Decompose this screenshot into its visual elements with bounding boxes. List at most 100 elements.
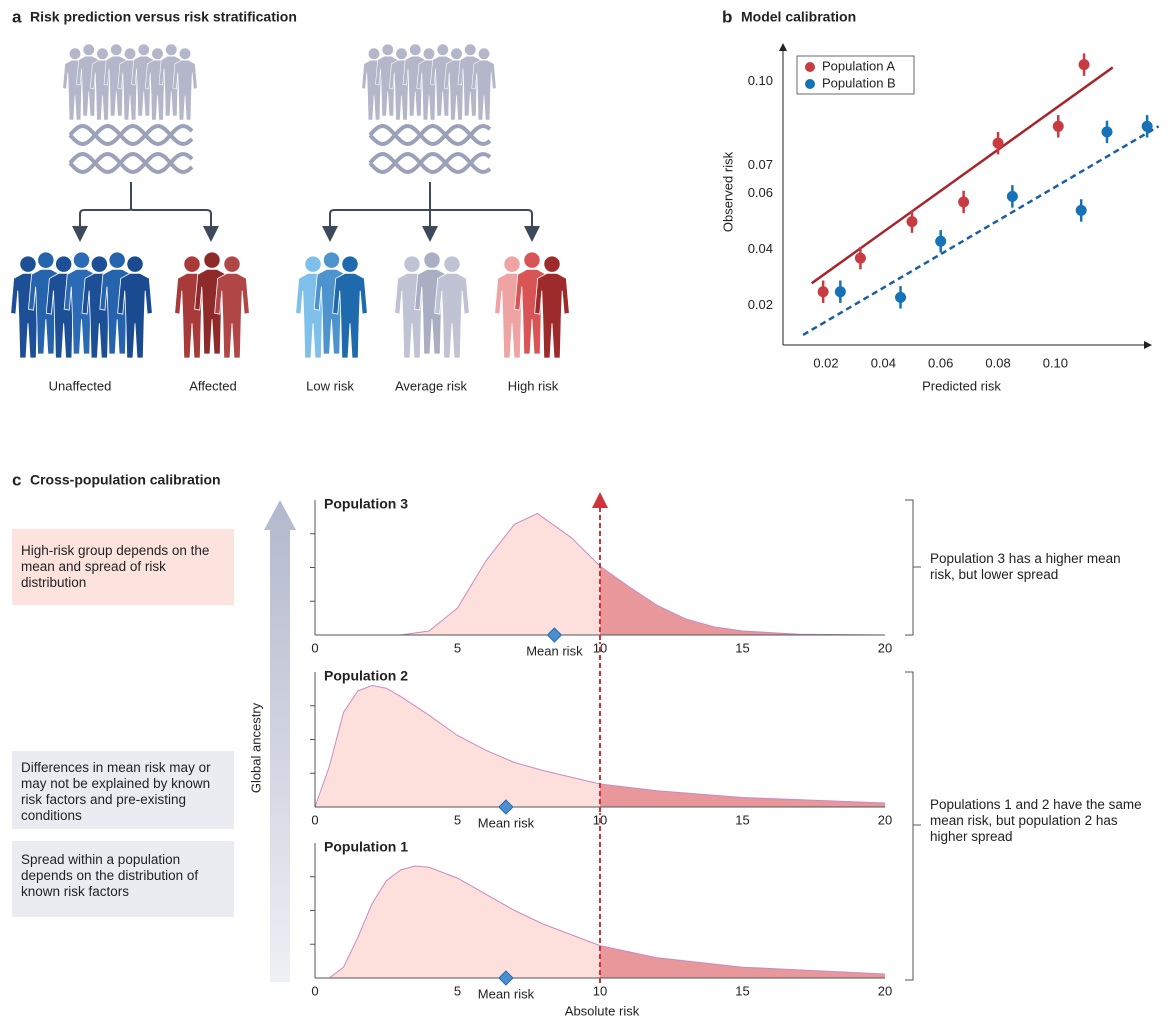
bracket — [905, 500, 921, 635]
trend-line — [803, 126, 1159, 335]
person-head — [110, 44, 122, 56]
person-head — [368, 48, 380, 60]
point — [1101, 126, 1112, 137]
legend-swatch — [805, 79, 815, 89]
point — [935, 236, 946, 247]
person-head — [396, 48, 408, 60]
connector — [131, 208, 211, 238]
y-tick-label: 0.10 — [748, 73, 773, 88]
x-tick-label: 20 — [878, 983, 892, 998]
x-tick-label: 0 — [311, 983, 318, 998]
x-tick-label: 10 — [593, 983, 607, 998]
person-head — [38, 252, 54, 268]
person-head — [342, 256, 358, 272]
connector — [330, 210, 430, 238]
group-label: Affected — [189, 378, 236, 393]
person-head — [437, 44, 449, 56]
chart-title: Population 1 — [324, 839, 408, 855]
panel-label: b — [722, 7, 732, 26]
note-box: Spread within a population depends on th… — [12, 841, 234, 917]
legend-label: Population B — [822, 75, 896, 90]
point — [835, 286, 846, 297]
x-tick-label: 15 — [735, 812, 749, 827]
y-tick-label: 0.02 — [748, 297, 773, 312]
x-axis-label: Predicted risk — [922, 378, 1001, 393]
connector — [80, 182, 131, 238]
person-head — [97, 48, 109, 60]
group-label: Average risk — [395, 378, 468, 393]
person-head — [423, 48, 435, 60]
mean-label: Mean risk — [478, 986, 535, 1001]
x-tick-label: 0.04 — [871, 355, 896, 370]
person-head — [478, 48, 490, 60]
person-head — [109, 252, 125, 268]
x-tick-label: 0.06 — [928, 355, 953, 370]
axis-label: Global ancestry — [248, 702, 263, 793]
person-head — [127, 256, 143, 272]
person-head — [184, 256, 200, 272]
point — [818, 286, 829, 297]
panel-title: Cross-population calibration — [30, 472, 221, 488]
person-head — [224, 256, 240, 272]
note-box: High-risk group depends on the mean and … — [12, 529, 234, 605]
person-head — [179, 48, 191, 60]
y-tick-label: 0.07 — [748, 157, 773, 172]
x-tick-label: 0.02 — [813, 355, 838, 370]
y-tick-label: 0.06 — [748, 185, 773, 200]
person-head — [152, 48, 164, 60]
point — [1142, 121, 1153, 132]
trend-line — [812, 67, 1113, 283]
chart-title: Population 2 — [324, 668, 408, 684]
panel-title: Risk prediction versus risk stratificati… — [30, 9, 297, 25]
x-tick-label: 0 — [311, 640, 318, 655]
note-text: Population 3 has a higher mean risk, but… — [922, 545, 1152, 589]
point — [993, 138, 1004, 149]
point — [1079, 59, 1090, 70]
point — [895, 292, 906, 303]
point — [958, 197, 969, 208]
person-head — [165, 44, 177, 56]
connector — [430, 210, 532, 238]
person-head — [451, 48, 463, 60]
x-tick-label: 0.08 — [985, 355, 1010, 370]
group-label: Unaffected — [49, 378, 112, 393]
x-tick-label: 20 — [878, 812, 892, 827]
x-tick-label: 15 — [735, 640, 749, 655]
person-head — [138, 44, 150, 56]
legend-label: Population A — [822, 58, 895, 73]
note-box: Differences in mean risk may or may not … — [12, 751, 234, 829]
person-head — [56, 256, 72, 272]
person-head — [69, 48, 81, 60]
point — [1076, 205, 1087, 216]
x-tick-label: 0.10 — [1043, 355, 1068, 370]
x-tick-label: 15 — [735, 983, 749, 998]
x-tick-label: 5 — [454, 983, 461, 998]
point — [1053, 121, 1064, 132]
panel-label: a — [12, 7, 22, 26]
person-head — [424, 252, 440, 268]
chart-title: Population 3 — [324, 496, 408, 512]
figure: a Risk prediction versus risk stratifica… — [0, 0, 1168, 1024]
mean-label: Mean risk — [526, 643, 583, 658]
point — [1007, 191, 1018, 202]
ancestry-arrow — [264, 500, 296, 982]
person-head — [444, 256, 460, 272]
group-label: High risk — [508, 378, 559, 393]
person-head — [83, 44, 95, 56]
panel-label: c — [12, 470, 21, 489]
x-tick-label: 5 — [454, 640, 461, 655]
y-tick-label: 0.04 — [748, 241, 773, 256]
person-head — [124, 48, 136, 60]
person-head — [524, 252, 540, 268]
person-head — [504, 256, 520, 272]
person-head — [204, 252, 220, 268]
person-head — [73, 252, 89, 268]
note-text: Populations 1 and 2 have the same mean r… — [922, 791, 1162, 851]
point — [907, 216, 918, 227]
y-axis-label: Observed risk — [720, 151, 735, 232]
group-label: Low risk — [306, 378, 354, 393]
person-head — [382, 44, 394, 56]
x-tick-label: 0 — [311, 812, 318, 827]
panel-title: Model calibration — [741, 9, 856, 25]
person-head — [305, 256, 321, 272]
